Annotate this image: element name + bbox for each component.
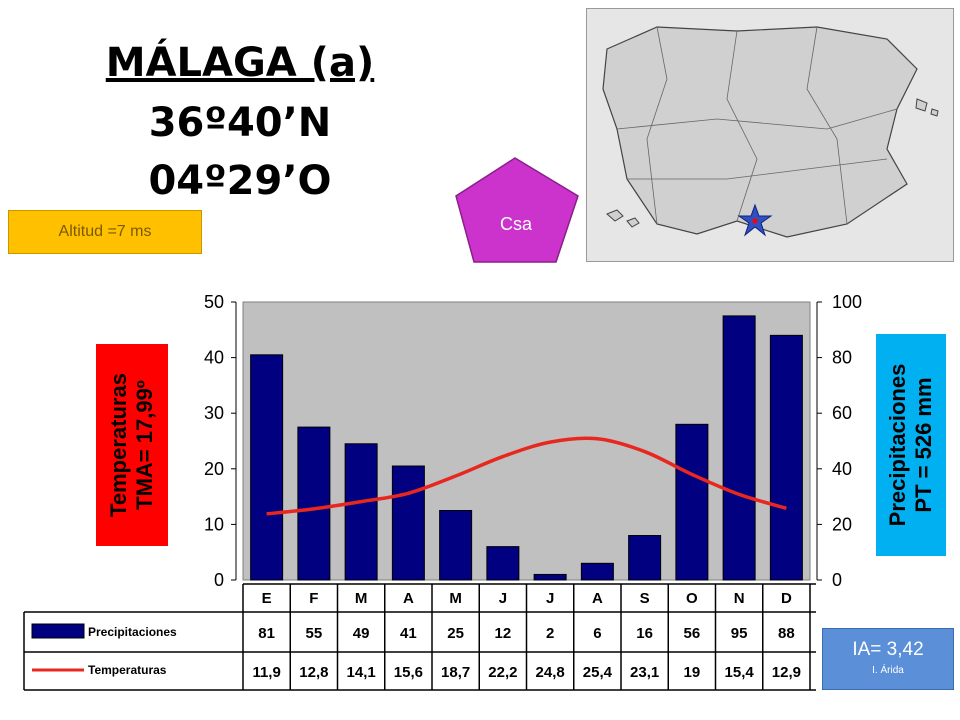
precipitation-cell: 25 — [447, 625, 464, 642]
month-label: O — [686, 590, 698, 607]
balearic-islands — [915, 98, 939, 117]
spain-map — [586, 8, 954, 262]
month-label: M — [355, 590, 368, 607]
temperature-axis-label: Temperaturas TMA= 17,99º — [96, 344, 168, 546]
precipitation-bar — [580, 562, 614, 581]
right-tick-label: 40 — [832, 459, 852, 479]
right-tick-label: 0 — [832, 570, 842, 590]
aridity-index-value: IA= 3,42 — [852, 639, 924, 660]
month-label: J — [546, 590, 554, 607]
legend-temperature-label: Temperaturas — [88, 663, 167, 677]
precipitation-bar — [344, 443, 378, 581]
left-axis-ticks: 0 10 20 30 40 50 — [204, 292, 236, 590]
precipitation-cell: 81 — [258, 625, 275, 642]
right-tick-label: 100 — [832, 292, 862, 312]
precipitation-bar — [628, 535, 662, 581]
month-label: D — [781, 590, 792, 607]
month-label: A — [403, 590, 414, 607]
precipitation-bar — [722, 315, 756, 581]
station-name: MÁLAGA (a) — [105, 40, 375, 86]
precipitation-bar — [297, 426, 331, 581]
precipitation-axis-label: Precipitaciones PT = 526 mm — [876, 334, 946, 556]
spain-map-drawing — [587, 9, 953, 261]
station-longitude: 04º29’O — [148, 158, 332, 204]
region-borders — [616, 26, 898, 225]
legend-precipitation-swatch — [31, 623, 85, 639]
temperature-cell: 14,1 — [347, 664, 376, 681]
precipitation-bar — [769, 334, 803, 581]
right-tick-label: 20 — [832, 514, 852, 534]
right-tick-label: 80 — [832, 348, 852, 368]
left-tick-label: 50 — [204, 292, 224, 312]
temperature-cell: 15,6 — [394, 664, 423, 681]
station-latitude: 36º40’N — [148, 100, 332, 146]
left-tick-label: 40 — [204, 348, 224, 368]
precipitation-cell: 6 — [593, 625, 601, 642]
month-label: J — [499, 590, 507, 607]
precipitation-cell: 16 — [636, 625, 653, 642]
temperature-cell: 18,7 — [441, 664, 470, 681]
precipitation-bar — [486, 546, 520, 581]
data-table: E8111,9F5512,8M4914,1A4115,6M2518,7J1222… — [23, 583, 816, 691]
month-label: F — [309, 590, 318, 607]
month-label: S — [640, 590, 650, 607]
month-label: M — [449, 590, 462, 607]
right-axis-ticks: 0 20 40 60 80 100 — [817, 292, 862, 590]
canary-islands — [606, 209, 640, 228]
aridity-index-label: I. Árida — [872, 665, 904, 676]
month-label: A — [592, 590, 603, 607]
month-label: E — [262, 590, 272, 607]
temperature-cell: 23,1 — [630, 664, 659, 681]
precipitation-bar — [439, 510, 473, 581]
precipitation-cell: 2 — [546, 625, 554, 642]
precipitation-cell: 55 — [306, 625, 323, 642]
precipitation-cell: 41 — [400, 625, 417, 642]
aridity-index-box: IA= 3,42 I. Árida — [822, 628, 954, 690]
plot-area — [242, 301, 811, 581]
temperature-line-group — [266, 436, 787, 516]
left-tick-label: 30 — [204, 403, 224, 423]
precipitation-bar — [533, 573, 567, 581]
precipitation-bar — [391, 465, 425, 581]
left-tick-label: 10 — [204, 514, 224, 534]
temperature-cell: 12,9 — [772, 664, 801, 681]
legend-precipitation-label: Precipitaciones — [88, 625, 177, 639]
iberian-peninsula-shape — [602, 26, 918, 238]
temperature-cell: 19 — [684, 664, 701, 681]
altitude-badge: Altitud =7 ms — [8, 210, 202, 254]
precipitation-bar — [675, 423, 709, 581]
temperature-cell: 22,2 — [488, 664, 517, 681]
temperature-line — [266, 436, 787, 516]
month-label: N — [734, 590, 745, 607]
temperature-cell: 11,9 — [252, 664, 280, 681]
precipitation-bars — [250, 315, 803, 581]
precipitation-cell: 95 — [731, 625, 748, 642]
temperature-cell: 25,4 — [583, 664, 613, 681]
location-dot — [752, 218, 758, 224]
right-tick-label: 60 — [832, 403, 852, 423]
precipitation-cell: 12 — [495, 625, 512, 642]
precipitation-bar — [250, 354, 284, 581]
left-tick-label: 20 — [204, 459, 224, 479]
temperature-cell: 15,4 — [725, 664, 755, 681]
temperature-cell: 24,8 — [536, 664, 565, 681]
precipitation-cell: 88 — [778, 625, 795, 642]
altitude-text: Altitud =7 ms — [58, 223, 152, 240]
temperature-cell: 12,8 — [299, 664, 328, 681]
precipitation-cell: 56 — [684, 625, 701, 642]
precipitation-cell: 49 — [353, 625, 370, 642]
left-tick-label: 0 — [214, 570, 224, 590]
